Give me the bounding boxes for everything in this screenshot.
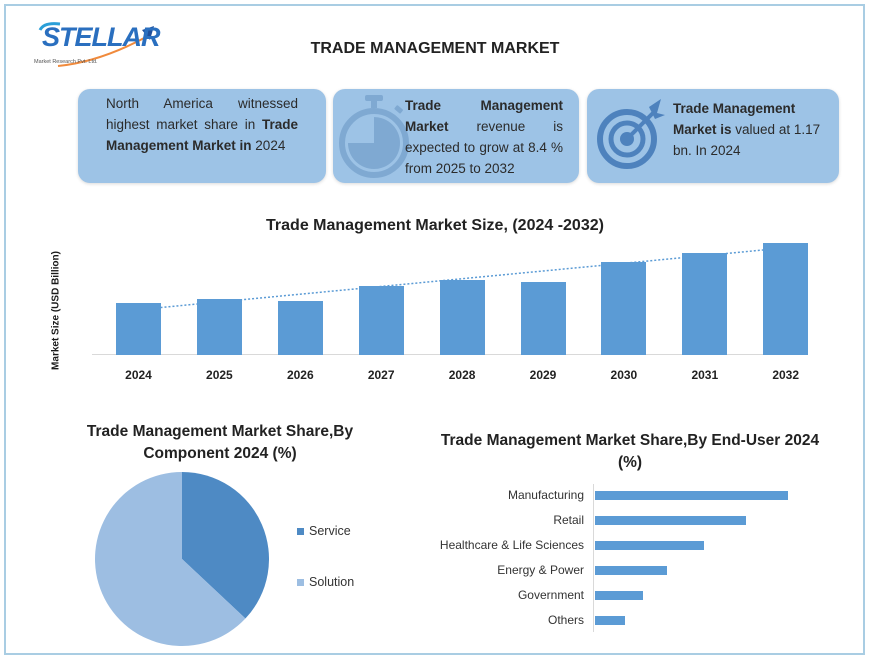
hbar-category-label: Healthcare & Life Sciences: [439, 538, 584, 552]
bar-chart-plot: [92, 240, 809, 355]
hbar-government: [595, 591, 644, 600]
hbar-label-row: Government: [380, 588, 584, 602]
bar-2025: [196, 298, 242, 355]
bar-2029: [520, 282, 566, 355]
pie-slice-service: [182, 472, 269, 619]
bar-2028: [439, 279, 485, 355]
logo-subtext: Market Research Pvt. Ltd.: [34, 59, 98, 65]
card-text: Trade Management Market revenue is expec…: [405, 95, 563, 179]
hbar-category-label: Government: [517, 588, 584, 602]
card-text: North America witnessed highest market s…: [106, 93, 298, 156]
hbar-category-label: Manufacturing: [507, 488, 584, 502]
pie-slice-solution: [95, 472, 246, 646]
card-text-part: revenue is expected to grow at 8.4 % fro…: [405, 119, 563, 176]
bar-2030: [601, 261, 647, 355]
card-text-part: 2024: [251, 138, 286, 153]
card-text-part: valued at 1.17 bn. In 2024: [673, 122, 821, 158]
x-tick-label: 2026: [286, 368, 314, 382]
stat-card-region: North America witnessed highest market s…: [78, 89, 326, 183]
stopwatch-icon: [339, 95, 409, 178]
hbar-label-row: Retail: [380, 513, 584, 527]
legend-service: Service: [297, 524, 351, 538]
legend-swatch-solution: [297, 578, 304, 586]
x-tick-label: 2029: [529, 368, 557, 382]
pie-chart-title: Trade Management Market Share,By Compone…: [86, 423, 354, 462]
hbar-others: [595, 616, 626, 625]
bar-2031: [682, 252, 728, 355]
hbar-category-label: Energy & Power: [497, 563, 584, 577]
stat-card-growth: Trade Management Market revenue is expec…: [333, 89, 579, 183]
bar-chart-title: Trade Management Market Size, (2024 -203…: [266, 217, 604, 234]
card-text-part: North America witnessed highest market s…: [106, 96, 298, 132]
hbar-category-label: Retail: [553, 513, 584, 527]
target-icon: [597, 99, 665, 169]
card-text-bold: Trade Management Market in: [106, 117, 298, 153]
page-title: TRADE MANAGEMENT MARKET: [310, 40, 560, 57]
logo-swoosh-icon: [38, 22, 154, 67]
logo-text: STELLAR: [42, 22, 160, 52]
legend-swatch-service: [297, 527, 304, 535]
x-tick-label: 2031: [691, 368, 719, 382]
hbar-label-row: Others: [380, 613, 584, 627]
card-text-bold: Trade Management Market is: [673, 101, 796, 137]
bar-2032: [763, 242, 809, 355]
y-axis-line: [593, 484, 594, 632]
x-tick-label: 2028: [448, 368, 476, 382]
hbar-label-row: Energy & Power: [380, 563, 584, 577]
x-tick-label: 2027: [367, 368, 395, 382]
stat-card-value: Trade Management Market is valued at 1.1…: [587, 89, 839, 183]
x-tick-label: 2030: [610, 368, 638, 382]
bar-2024: [116, 303, 161, 355]
trendline: [160, 249, 764, 309]
hbar-energy-power: [595, 566, 668, 575]
legend-label: Solution: [309, 575, 355, 589]
legend-solution: Solution: [297, 575, 354, 589]
hbar-healthcare-life-sciences: [595, 541, 704, 550]
x-tick-label: 2032: [772, 368, 800, 382]
x-tick-label: 2024: [125, 368, 152, 382]
hbar-label-row: Healthcare & Life Sciences: [380, 538, 584, 552]
hbar-retail: [595, 516, 746, 525]
pie-chart: [95, 472, 269, 646]
hbar-chart-title: Trade Management Market Share,By End-Use…: [440, 432, 820, 471]
bar-chart-ylabel: Market Size (USD Billion): [50, 251, 62, 370]
card-text-bold: Trade Management Market: [405, 98, 563, 134]
legend-label: Service: [309, 524, 351, 538]
stellar-logo: STELLAR Market Research Pvt. Ltd.: [30, 14, 160, 72]
hbar-manufacturing: [595, 491, 788, 500]
card-text: Trade Management Market is valued at 1.1…: [673, 98, 823, 161]
x-tick-label: 2025: [206, 368, 233, 382]
bar-2027: [358, 286, 404, 355]
bar-2026: [277, 301, 323, 355]
hbar-category-label: Others: [547, 613, 584, 627]
hbar-label-row: Manufacturing: [380, 488, 584, 502]
